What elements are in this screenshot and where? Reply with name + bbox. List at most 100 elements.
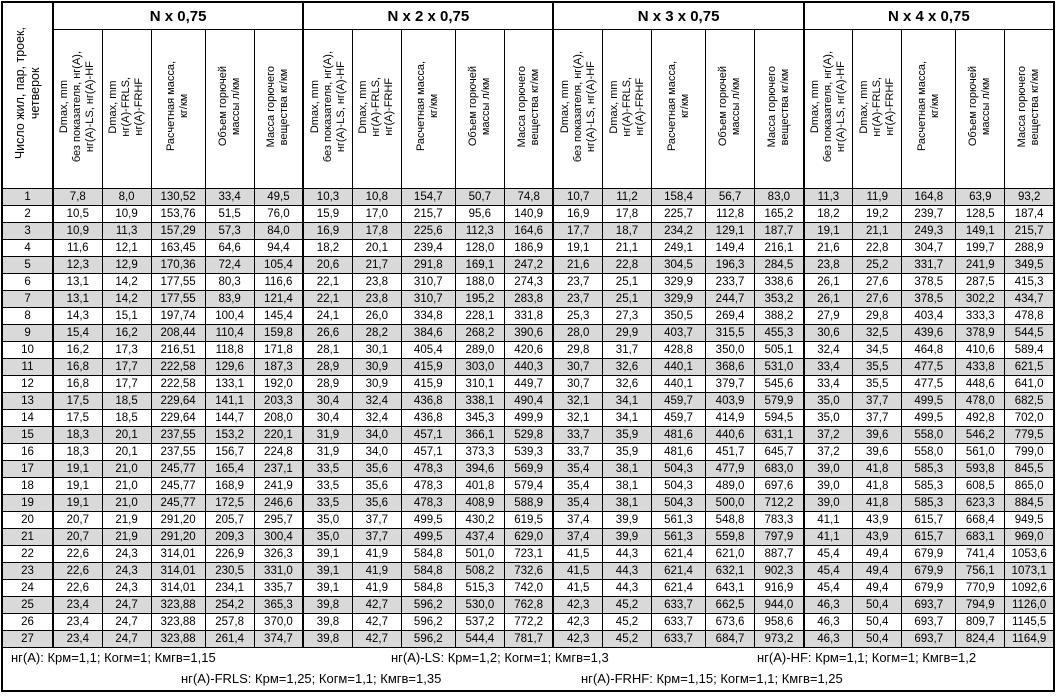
data-cell: 633,7 [651, 630, 707, 648]
table-row: 3 10,9 11,3 157,29 57,3 84,0 16,9 17,8 225,6 112,… [1, 222, 1055, 240]
data-cell: 492,8 [955, 409, 1006, 427]
data-cell: 11,3 [101, 222, 152, 240]
data-cell: 329,9 [651, 273, 707, 291]
data-cell: 153,76 [150, 205, 206, 223]
data-cell: 17,5 [52, 392, 103, 410]
data-cell: 228,1 [454, 307, 505, 325]
data-cell: 326,3 [253, 545, 304, 563]
data-cell: 770,9 [955, 579, 1006, 597]
data-cell: 289,0 [454, 341, 505, 359]
data-cell: 39,6 [852, 426, 903, 444]
data-cell: 481,6 [651, 443, 707, 461]
data-cell: 195,2 [454, 290, 505, 308]
data-cell: 741,4 [955, 545, 1006, 563]
data-cell: 702,0 [1004, 409, 1055, 427]
data-cell: 245,77 [150, 494, 206, 512]
data-cell: 30,7 [552, 358, 603, 376]
data-cell: 673,6 [705, 613, 756, 631]
data-cell: 46,3 [802, 596, 854, 614]
data-cell: 559,8 [705, 528, 756, 546]
column-header: Масса горючего вещества кг/км [1004, 29, 1055, 189]
data-cell: 17,8 [351, 222, 402, 240]
data-cell: 164,8 [901, 188, 957, 206]
data-cell: 39,1 [302, 545, 353, 563]
data-cell: 16,8 [52, 375, 103, 393]
data-cell: 378,9 [955, 324, 1006, 342]
data-cell: 335,7 [253, 579, 304, 597]
column-header: Dmax, mm без показателя, нг(А), нг(А)-LS… [302, 29, 353, 189]
row-number-cell: 2 [1, 205, 54, 223]
footer-row-1: нг(А): Крм=1,1; Когм=1; Кмгв=1,15 нг(А)-… [2, 647, 1054, 669]
data-cell: 561,3 [651, 528, 707, 546]
column-header: Объем горючей массы л/км [955, 29, 1006, 189]
table-row: 5 12,3 12,9 170,36 72,4 105,4 20,6 21,7 291,8 169… [1, 256, 1055, 274]
group-header-n-3-0-75: N x 3 x 0,75 [552, 1, 805, 30]
data-cell: 799,0 [1004, 443, 1055, 461]
data-cell: 42,3 [552, 630, 603, 648]
column-header: Расчетная масса, кг/км [901, 29, 957, 189]
data-cell: 154,7 [400, 188, 456, 206]
column-header-label: Расчетная масса, кг/км [665, 61, 691, 152]
data-cell: 596,2 [400, 613, 456, 631]
data-cell: 457,1 [400, 426, 456, 444]
table-row: 23 22,6 24,3 314,01 230,5 331,0 39,1 41,9 584,8 5… [1, 562, 1055, 580]
data-cell: 15,4 [52, 324, 103, 342]
row-number-cell: 16 [1, 443, 54, 461]
table-row: 7 13,1 14,2 177,55 83,9 121,4 22,1 23,8 310,7 195… [1, 290, 1055, 308]
data-cell: 17,0 [351, 205, 402, 223]
data-cell: 21,1 [601, 239, 653, 257]
data-cell: 310,7 [400, 273, 456, 291]
table-row: 17 19,1 21,0 245,77 165,4 237,1 33,5 35,6 478,3 3… [1, 460, 1055, 478]
data-cell: 645,7 [754, 443, 805, 461]
data-cell: 38,1 [601, 460, 653, 478]
row-number-cell: 11 [1, 358, 54, 376]
data-cell: 100,4 [204, 307, 255, 325]
data-cell: 403,7 [651, 324, 707, 342]
data-cell: 440,1 [651, 375, 707, 393]
data-cell: 500,0 [705, 494, 756, 512]
row-count-header-label: Число жил, пар, троек, четверок [12, 26, 42, 160]
data-cell: 165,4 [204, 460, 255, 478]
data-cell: 504,3 [651, 460, 707, 478]
data-cell: 27,6 [852, 290, 903, 308]
data-cell: 24,3 [101, 579, 152, 597]
data-cell: 596,2 [400, 630, 456, 648]
data-cell: 216,51 [150, 341, 206, 359]
data-cell: 19,1 [52, 494, 103, 512]
data-cell: 33,4 [802, 375, 854, 393]
data-cell: 94,4 [253, 239, 304, 257]
data-cell: 159,8 [253, 324, 304, 342]
data-cell: 408,9 [454, 494, 505, 512]
data-cell: 333,3 [955, 307, 1006, 325]
data-cell: 35,4 [552, 460, 603, 478]
data-cell: 331,8 [503, 307, 554, 325]
data-cell: 350,0 [705, 341, 756, 359]
table-row: 10 16,2 17,3 216,51 118,8 171,8 28,1 30,1 405,4 2… [1, 341, 1055, 359]
row-number-cell: 21 [1, 528, 54, 546]
data-cell: 302,2 [955, 290, 1006, 308]
data-cell: 1164,9 [1004, 630, 1055, 648]
data-cell: 171,8 [253, 341, 304, 359]
data-cell: 18,5 [101, 392, 152, 410]
data-cell: 388,2 [754, 307, 805, 325]
data-cell: 42,7 [351, 630, 402, 648]
column-header: Dmax, mm нг(А)-FRLS, нг(А)-FRHF [601, 29, 653, 189]
data-cell: 25,1 [601, 273, 653, 291]
data-cell: 16,2 [101, 324, 152, 342]
data-cell: 12,1 [101, 239, 152, 257]
data-cell: 37,7 [852, 392, 903, 410]
data-cell: 11,6 [52, 239, 103, 257]
data-cell: 287,5 [955, 273, 1006, 291]
column-header-label: Объем горючей массы л/км [967, 66, 993, 147]
data-cell: 338,1 [454, 392, 505, 410]
data-cell: 22,6 [52, 545, 103, 563]
data-cell: 30,9 [351, 358, 402, 376]
data-cell: 723,1 [503, 545, 554, 563]
column-header: Расчетная масса, кг/км [400, 29, 456, 189]
data-cell: 177,55 [150, 273, 206, 291]
data-cell: 225,6 [400, 222, 456, 240]
data-cell: 165,2 [754, 205, 805, 223]
data-cell: 697,6 [754, 477, 805, 495]
data-cell: 742,0 [503, 579, 554, 597]
data-cell: 621,0 [705, 545, 756, 563]
